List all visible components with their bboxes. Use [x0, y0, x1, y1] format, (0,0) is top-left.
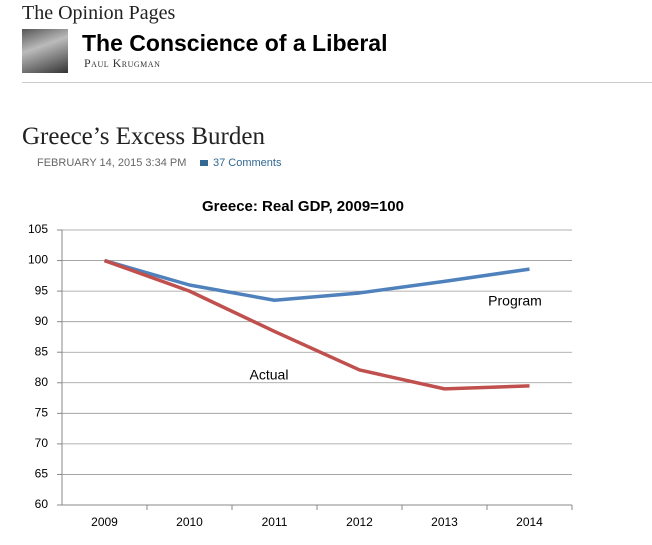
y-tick-label: 70 [35, 436, 49, 450]
x-tick-label: 2014 [516, 515, 543, 529]
y-tick-label: 105 [28, 222, 48, 236]
post-date: FEBRUARY 14, 2015 3:34 PM [37, 157, 187, 169]
author-photo [22, 29, 68, 73]
series-label: Program [488, 293, 542, 309]
x-tick-label: 2009 [91, 515, 118, 529]
y-tick-label: 60 [35, 497, 49, 511]
y-tick-label: 65 [35, 467, 49, 481]
comment-icon [200, 160, 208, 166]
x-tick-label: 2012 [346, 515, 373, 529]
blog-title[interactable]: The Conscience of a Liberal [82, 30, 388, 56]
y-tick-label: 90 [35, 314, 49, 328]
x-tick-label: 2013 [431, 515, 458, 529]
divider [22, 82, 652, 83]
y-tick-label: 85 [35, 344, 49, 358]
section-name[interactable]: The Opinion Pages [22, 2, 176, 24]
series-line [103, 258, 530, 391]
series-label: Actual [250, 367, 289, 383]
y-tick-label: 75 [35, 406, 49, 420]
y-tick-label: 95 [35, 283, 49, 297]
y-tick-label: 80 [35, 375, 49, 389]
x-tick-label: 2011 [262, 515, 288, 529]
comments-link[interactable]: 37 Comments [213, 157, 282, 169]
y-tick-label: 100 [28, 253, 48, 267]
x-tick-label: 2010 [176, 515, 203, 529]
chart-title: Greece: Real GDP, 2009=100 [202, 198, 404, 215]
author-name[interactable]: Paul Krugman [84, 56, 161, 70]
series-line [104, 258, 530, 303]
post-title: Greece’s Excess Burden [22, 123, 265, 150]
